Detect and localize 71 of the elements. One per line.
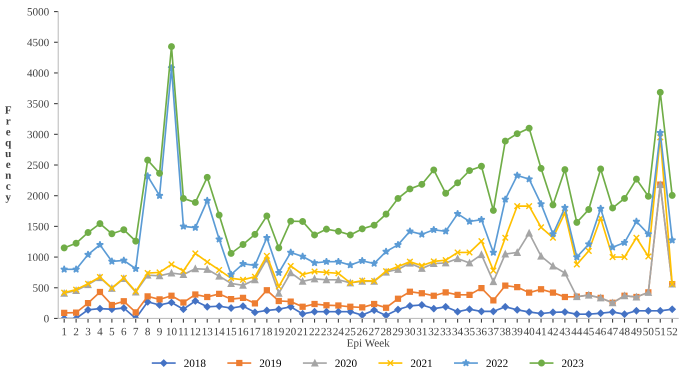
x-tick-label: 4 [97, 328, 103, 336]
y-tick-label: 4500 [27, 38, 49, 46]
x-tick-label: 6 [121, 328, 126, 336]
x-tick-label: 13 [202, 328, 212, 336]
legend-label: 2019 [260, 360, 282, 368]
x-tick-label: 40 [524, 328, 534, 336]
x-tick-label: 38 [500, 328, 510, 336]
x-tick-label: 27 [369, 328, 380, 336]
x-tick-label: 36 [476, 328, 487, 336]
x-tick-label: 49 [631, 328, 642, 336]
x-tick-label: 31 [416, 328, 427, 336]
y-tick-label: 500 [33, 284, 49, 292]
x-tick-label: 11 [179, 328, 188, 336]
x-tick-label: 3 [86, 328, 90, 336]
x-tick-label: 30 [404, 328, 416, 336]
x-tick-label: 22 [309, 328, 320, 336]
legend-label: 2018 [184, 360, 206, 368]
x-tick-label: 19 [274, 328, 284, 336]
legend-label: 2022 [486, 360, 508, 368]
x-tick-label: 52 [667, 328, 678, 336]
y-tick-label: 2500 [27, 161, 49, 169]
x-tick-label: 26 [357, 328, 368, 336]
x-tick-label: 37 [488, 328, 499, 336]
x-tick-label: 10 [166, 328, 177, 336]
x-tick-label: 8 [145, 328, 150, 336]
x-tick-label: 25 [345, 328, 356, 336]
x-tick-label: 33 [440, 328, 451, 336]
x-tick-label: 45 [583, 328, 594, 336]
x-tick-label: 1 [62, 328, 66, 336]
y-tick-label: 2000 [27, 192, 49, 200]
y-tick-label: 4000 [27, 69, 49, 77]
x-tick-label: 28 [381, 328, 392, 336]
x-tick-label: 32 [428, 328, 439, 336]
x-tick-label: 20 [286, 328, 296, 336]
x-tick-label: 44 [571, 328, 582, 336]
y-tick-label: 1500 [28, 222, 49, 230]
x-tick-label: 15 [226, 328, 236, 336]
x-tick-label: 23 [321, 328, 332, 336]
x-tick-label: 47 [607, 328, 618, 336]
x-tick-label: 41 [536, 328, 546, 336]
x-tick-label: 18 [262, 328, 272, 336]
x-tick-label: 16 [238, 328, 248, 336]
x-tick-label: 14 [214, 328, 225, 336]
legend-label: 2021 [410, 360, 432, 368]
x-tick-label: 2 [74, 328, 78, 336]
y-tick-label: 3500 [28, 100, 49, 108]
x-tick-label: 17 [250, 328, 260, 336]
y-tick-label: 1000 [28, 254, 49, 262]
x-tick-label: 39 [512, 328, 522, 336]
x-tick-label: 21 [298, 328, 308, 336]
legend-label: 2023 [562, 360, 584, 368]
x-tick-label: 43 [560, 328, 570, 336]
y-tick-label: 5000 [28, 8, 49, 16]
x-tick-label: 24 [333, 328, 344, 336]
y-tick-label: 0 [44, 314, 49, 322]
x-tick-label: 51 [655, 328, 666, 336]
x-tick-label: 46 [595, 328, 606, 336]
x-tick-label: 50 [643, 328, 654, 336]
y-tick-label: 3000 [28, 130, 49, 138]
x-tick-label: 9 [157, 328, 162, 336]
x-tick-label: 5 [110, 328, 114, 336]
legend-label: 2020 [335, 360, 357, 368]
x-tick-label: 34 [452, 328, 463, 336]
x-tick-label: 48 [619, 328, 630, 336]
x-tick-label: 12 [190, 328, 200, 336]
x-tick-label: 35 [464, 328, 475, 336]
text: Frequency [5, 106, 12, 203]
x-tick-label: 7 [134, 328, 138, 336]
x-tick-label: 29 [392, 328, 404, 336]
x-axis-title: Epi Week [346, 338, 390, 350]
x-tick-label: 42 [548, 328, 558, 336]
